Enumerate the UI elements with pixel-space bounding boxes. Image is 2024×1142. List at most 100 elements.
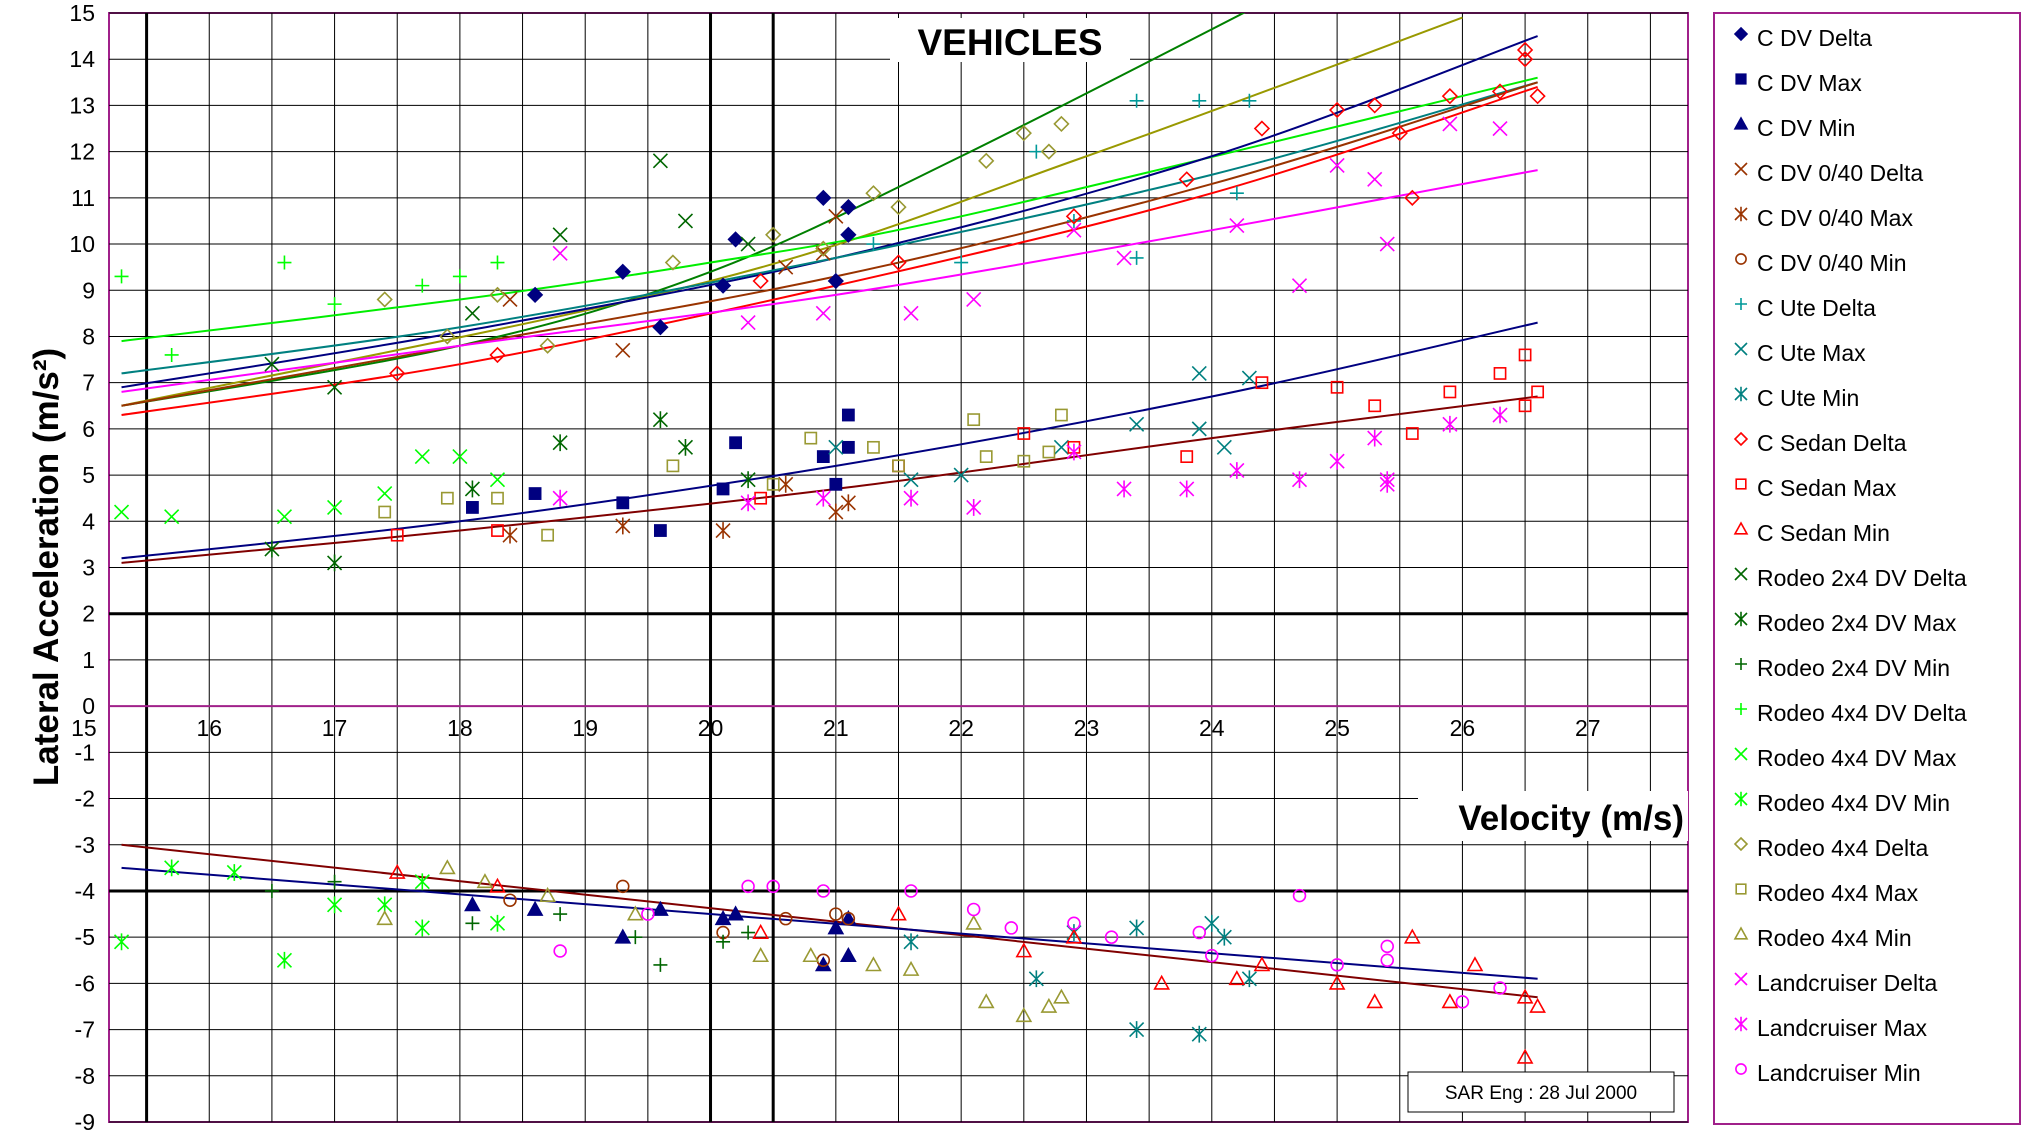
data-point: [541, 528, 555, 542]
data-point: [965, 914, 983, 930]
y-tick-label: -2: [75, 786, 95, 812]
data-point: [1442, 415, 1458, 433]
legend-label: C Ute Delta: [1757, 295, 1876, 321]
data-point: [539, 337, 556, 354]
data-point: [489, 286, 506, 304]
grid: [109, 12, 1688, 1123]
data-point: [1191, 421, 1207, 437]
data-point: [1153, 974, 1171, 990]
data-point: [388, 863, 406, 879]
data-point: [628, 930, 643, 945]
data-point: [1253, 956, 1271, 972]
data-point: [1379, 236, 1395, 252]
data-point: [1229, 462, 1245, 479]
data-point: [1493, 367, 1507, 380]
x-tick-label: 25: [1324, 715, 1350, 741]
data-point: [754, 491, 768, 505]
data-point: [740, 494, 756, 512]
legend-item: C Sedan Delta: [1733, 430, 1907, 456]
data-point: [465, 916, 480, 931]
data-point: [552, 245, 568, 261]
trend-line: [121, 13, 1246, 407]
data-point: [327, 554, 343, 572]
data-point: [1518, 399, 1532, 413]
data-point: [903, 472, 919, 488]
data-point: [614, 263, 631, 280]
data-point: [816, 884, 831, 898]
data-point: [414, 449, 430, 465]
data-markers: [113, 41, 1546, 1064]
data-point: [903, 305, 919, 321]
legend-marker: [1734, 567, 1748, 581]
data-point: [414, 873, 430, 891]
data-point: [1129, 250, 1144, 265]
data-point: [615, 342, 631, 358]
data-point: [653, 524, 667, 537]
legend-item: C DV 0/40 Min: [1735, 250, 1907, 276]
data-point: [1053, 439, 1069, 455]
data-point: [276, 951, 293, 969]
legend-label: Rodeo 4x4 Delta: [1757, 835, 1929, 861]
y-tick-label: 15: [69, 0, 95, 26]
data-point: [967, 413, 981, 427]
data-point: [489, 472, 506, 488]
data-point: [616, 496, 630, 510]
data-point: [829, 477, 843, 491]
data-point: [778, 475, 794, 493]
data-point: [752, 923, 770, 939]
legend-item: C DV Min: [1733, 115, 1855, 141]
legend-item: C Sedan Max: [1735, 475, 1897, 501]
data-point: [1241, 370, 1257, 386]
data-point: [1129, 919, 1145, 937]
data-point: [890, 905, 907, 921]
x-tick-label: 16: [196, 715, 222, 741]
y-tick-label: 10: [69, 231, 95, 257]
data-point: [1328, 974, 1346, 990]
data-point: [902, 960, 920, 976]
legend-marker: [1733, 26, 1749, 42]
y-tick-label: 9: [82, 277, 95, 303]
legend-label: Rodeo 4x4 DV Max: [1757, 745, 1957, 771]
data-point: [489, 346, 506, 364]
data-point: [641, 907, 655, 921]
data-point: [1368, 399, 1382, 413]
legend-label: C DV Min: [1757, 115, 1855, 141]
data-point: [827, 919, 845, 935]
data-point: [1129, 1021, 1145, 1038]
data-point: [378, 505, 392, 519]
data-point: [1242, 93, 1257, 108]
data-point: [1379, 475, 1395, 493]
legend-label: C Ute Min: [1757, 385, 1859, 411]
legend-label: Rodeo 2x4 DV Max: [1757, 610, 1957, 636]
data-point: [490, 255, 505, 270]
data-point: [1116, 480, 1132, 498]
data-point: [164, 347, 179, 362]
legend-marker: [1734, 972, 1748, 986]
data-point: [476, 873, 494, 889]
legend-label: Rodeo 4x4 DV Min: [1757, 790, 1950, 816]
data-point: [1216, 928, 1232, 946]
x-tick-label: 15: [71, 715, 97, 741]
x-tick-labels: 15 16 17 18 19 20 21 22 23 24 25 26 27: [71, 715, 1600, 741]
data-point: [1367, 171, 1383, 187]
legend-label: C DV 0/40 Max: [1757, 205, 1913, 231]
legend-item: Rodeo 2x4 DV Max: [1734, 610, 1957, 636]
data-point: [277, 255, 292, 270]
legend-item: Rodeo 4x4 Min: [1733, 925, 1912, 951]
data-point: [552, 227, 568, 243]
data-point: [264, 883, 279, 898]
data-point: [389, 365, 406, 382]
legend-item: C Ute Delta: [1735, 295, 1876, 321]
legend-label: C Sedan Max: [1757, 475, 1897, 501]
data-point: [1253, 120, 1271, 137]
data-point: [464, 896, 481, 912]
data-point: [677, 438, 694, 456]
data-point: [1065, 208, 1083, 225]
data-point: [1492, 406, 1508, 424]
legend-label: Rodeo 4x4 DV Delta: [1757, 700, 1967, 726]
legend-label: C Sedan Min: [1757, 520, 1890, 546]
data-point: [815, 305, 831, 321]
data-point: [752, 272, 769, 290]
legend-marker: [1734, 206, 1748, 222]
